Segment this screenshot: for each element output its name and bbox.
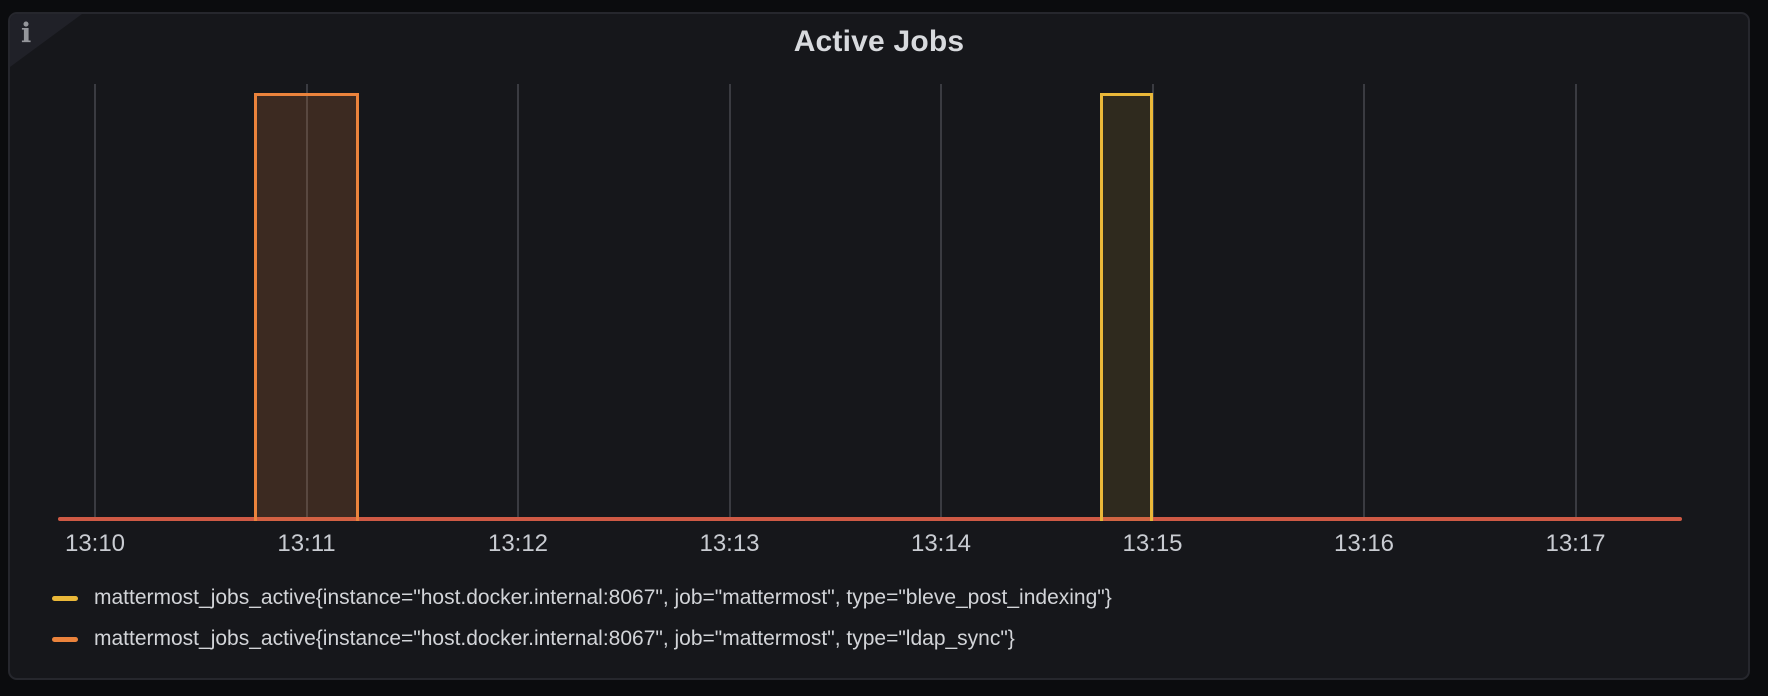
x-axis-tick-label: 13:14 <box>910 530 972 557</box>
legend-series-label: mattermost_jobs_active{instance="host.do… <box>94 627 1015 650</box>
info-icon: i <box>21 18 32 49</box>
legend: mattermost_jobs_active{instance="host.do… <box>52 585 1112 667</box>
plot-area: 13:10 13:11 13:12 13:13 13:14 13:15 13:16 13:17 <box>10 14 1748 678</box>
x-gridline <box>517 84 519 519</box>
x-gridline <box>1574 84 1577 519</box>
x-axis-tick-label: 13:16 <box>1333 530 1395 557</box>
legend-item[interactable]: mattermost_jobs_active{instance="host.do… <box>52 585 1112 611</box>
x-axis-tick-label: 13:11 <box>277 530 336 557</box>
legend-series-label: mattermost_jobs_active{instance="host.do… <box>94 586 1112 609</box>
x-axis-tick-label: 13:13 <box>699 530 760 557</box>
zero-value-line <box>58 517 1682 521</box>
x-gridline <box>94 84 96 519</box>
series-bar[interactable] <box>253 93 360 521</box>
panel-title[interactable]: Active Jobs <box>793 25 965 58</box>
x-gridline <box>305 84 308 519</box>
legend-series-dash-icon <box>52 595 78 601</box>
grafana-panel: i Active Jobs 13:10 13:11 13:12 13:13 13:14 1… <box>8 12 1750 680</box>
series-bar[interactable] <box>1099 93 1153 521</box>
x-axis-tick-label: 13:10 <box>64 530 126 557</box>
x-gridline <box>728 84 731 519</box>
x-gridline <box>1363 84 1365 519</box>
x-axis-tick-label: 13:17 <box>1545 530 1606 557</box>
legend-item[interactable]: mattermost_jobs_active{instance="host.do… <box>52 626 1112 652</box>
x-axis-tick-label: 13:12 <box>487 530 549 557</box>
legend-series-dash-icon <box>52 636 78 642</box>
x-gridline <box>1151 84 1154 519</box>
x-gridline <box>940 84 942 519</box>
x-axis-tick-label: 13:15 <box>1122 530 1183 557</box>
